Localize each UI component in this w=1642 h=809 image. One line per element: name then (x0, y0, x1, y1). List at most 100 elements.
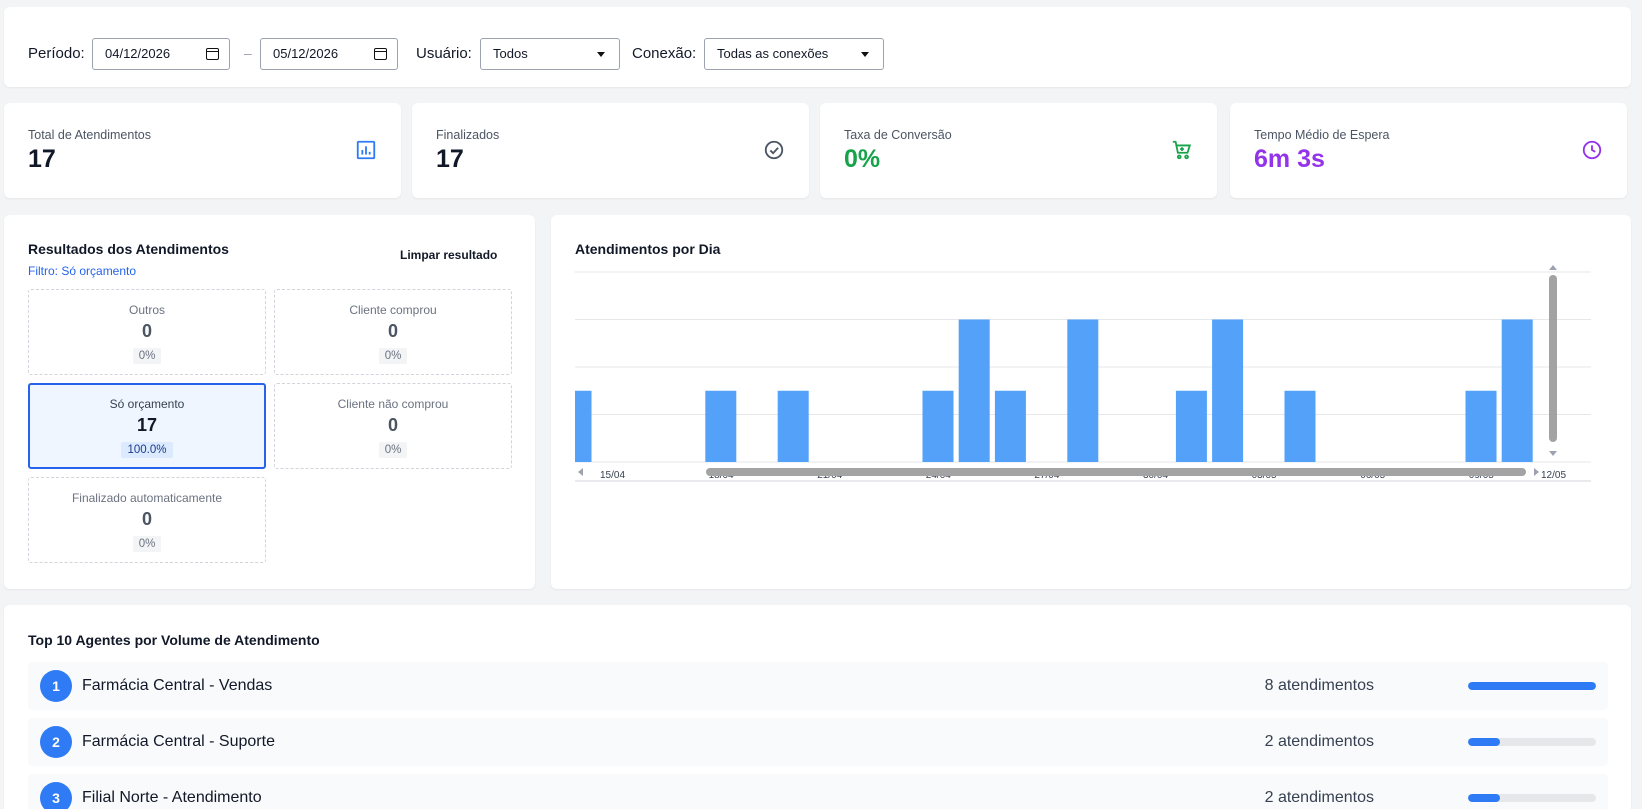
stat-label: Finalizados (436, 128, 500, 142)
user-label: Usuário: (416, 45, 472, 62)
check-circle-icon (764, 140, 784, 160)
result-value: 17 (136, 415, 158, 435)
stat-label: Total de Atendimentos (28, 128, 151, 142)
stat-label: Taxa de Conversão (844, 128, 952, 142)
chart-bar (1212, 319, 1244, 462)
chevron-down-icon (597, 52, 605, 57)
vertical-scrollbar-thumb (1549, 275, 1557, 442)
start-date-value: 04/12/2026 (105, 46, 171, 61)
stat-card-conversion: Taxa de Conversão 0% (820, 103, 1217, 198)
results-title: Resultados dos Atendimentos (28, 241, 229, 257)
end-date-input[interactable]: 05/12/2026 (260, 38, 398, 70)
x-tick-label: 12/05 (1541, 470, 1566, 481)
filter-bar: Período: 04/12/2026 – 05/12/2026 Usuário… (4, 7, 1631, 87)
connection-select-value: Todas as conexões (717, 46, 829, 61)
result-label: Cliente comprou (349, 303, 437, 317)
clock-icon (1582, 140, 1602, 160)
stat-value: 17 (28, 145, 56, 173)
agent-count: 8 atendimentos (1264, 677, 1374, 694)
agent-rank-badge: 2 (40, 726, 72, 758)
chart-bar (994, 390, 1026, 462)
daily-bar-chart: 15/0418/0421/0424/0427/0430/0403/0506/05… (575, 265, 1591, 482)
stat-card-finished: Finalizados 17 (412, 103, 809, 198)
agent-row: 1 Farmácia Central - Vendas 8 atendiment… (28, 662, 1608, 710)
result-percent: 0% (378, 348, 408, 364)
agent-row: 2 Farmácia Central - Suporte 2 atendimen… (28, 718, 1608, 766)
chart-title: Atendimentos por Dia (575, 241, 721, 257)
chart-bar (958, 319, 990, 462)
scroll-down-icon (1549, 451, 1557, 456)
stat-value: 0% (844, 145, 881, 173)
stat-value: 17 (436, 145, 464, 173)
bar-chart-icon (356, 140, 376, 160)
chart-bar (777, 390, 809, 462)
result-percent: 0% (378, 442, 408, 458)
scroll-up-icon (1549, 265, 1557, 270)
agent-row: 3 Filial Norte - Atendimento 2 atendimen… (28, 774, 1608, 809)
stat-label: Tempo Médio de Espera (1254, 128, 1390, 142)
daily-chart-panel: Atendimentos por Dia 15/0418/0421/0424/0… (551, 215, 1631, 589)
agent-name: Filial Norte - Atendimento (82, 789, 262, 806)
result-label: Cliente não comprou (337, 397, 449, 411)
chevron-down-icon (861, 52, 869, 57)
results-filter-text: Filtro: Só orçamento (28, 264, 137, 278)
x-tick-label: 15/04 (600, 470, 625, 481)
chart-bar (1465, 390, 1497, 462)
agents-title: Top 10 Agentes por Volume de Atendimento (28, 632, 320, 648)
result-label: Outros (128, 303, 165, 317)
agent-progress-fill (1468, 738, 1500, 746)
result-card-finalizado-automaticamente[interactable]: Finalizado automaticamente 0 0% (28, 477, 266, 563)
result-card-outros[interactable]: Outros 0 0% (28, 289, 266, 375)
result-value: 0 (387, 415, 398, 435)
clear-result-button[interactable]: Limpar resultado (400, 248, 498, 262)
calendar-icon[interactable] (206, 48, 219, 60)
stat-value: 6m 3s (1254, 145, 1325, 173)
agent-name: Farmácia Central - Suporte (82, 733, 275, 750)
horizontal-scrollbar-thumb (706, 468, 1526, 476)
result-value: 0 (387, 321, 398, 341)
agent-rank-badge: 3 (40, 782, 72, 809)
agent-count: 2 atendimentos (1264, 733, 1374, 750)
chart-bar (1284, 390, 1316, 462)
agent-count: 2 atendimentos (1264, 789, 1374, 806)
result-percent: 0% (132, 348, 162, 364)
agent-progress-bar (1468, 682, 1596, 690)
chart-bar (1067, 319, 1099, 462)
start-date-input[interactable]: 04/12/2026 (92, 38, 230, 70)
user-select[interactable]: Todos (480, 38, 620, 70)
result-percent: 100.0% (121, 442, 173, 458)
result-value: 0 (141, 509, 152, 529)
chart-bar (575, 390, 592, 462)
stat-card-total: Total de Atendimentos 17 (4, 103, 401, 198)
chart-bar (1501, 319, 1533, 462)
result-card-cliente-nao-comprou[interactable]: Cliente não comprou 0 0% (274, 383, 512, 469)
agent-progress-bar (1468, 794, 1596, 802)
scroll-right-icon (1534, 468, 1539, 476)
agent-progress-fill (1468, 682, 1596, 690)
connection-label: Conexão: (632, 45, 697, 62)
agent-name: Farmácia Central - Vendas (82, 677, 273, 694)
stat-card-wait-time: Tempo Médio de Espera 6m 3s (1230, 103, 1627, 198)
result-value: 0 (141, 321, 152, 341)
scroll-left-icon (578, 468, 583, 476)
top-agents-panel: Top 10 Agentes por Volume de Atendimento… (4, 605, 1631, 809)
chart-bar (1175, 390, 1207, 462)
end-date-value: 05/12/2026 (273, 46, 339, 61)
calendar-icon[interactable] (374, 48, 387, 60)
chart-bar (922, 390, 954, 462)
result-card-so-orcamento[interactable]: Só orçamento 17 100.0% (28, 383, 266, 469)
result-percent: 0% (132, 536, 162, 552)
period-label: Período: (28, 45, 85, 62)
result-label: Finalizado automaticamente (71, 491, 223, 505)
user-select-value: Todos (493, 46, 528, 61)
result-label: Só orçamento (109, 397, 185, 411)
results-panel: Resultados dos Atendimentos Limpar resul… (4, 215, 535, 589)
agent-progress-fill (1468, 794, 1500, 802)
connection-select[interactable]: Todas as conexões (704, 38, 884, 70)
cart-icon (1172, 140, 1192, 160)
date-separator: – (244, 45, 252, 61)
result-card-cliente-comprou[interactable]: Cliente comprou 0 0% (274, 289, 512, 375)
agent-progress-bar (1468, 738, 1596, 746)
agent-rank-badge: 1 (40, 670, 72, 702)
chart-bar (705, 390, 737, 462)
